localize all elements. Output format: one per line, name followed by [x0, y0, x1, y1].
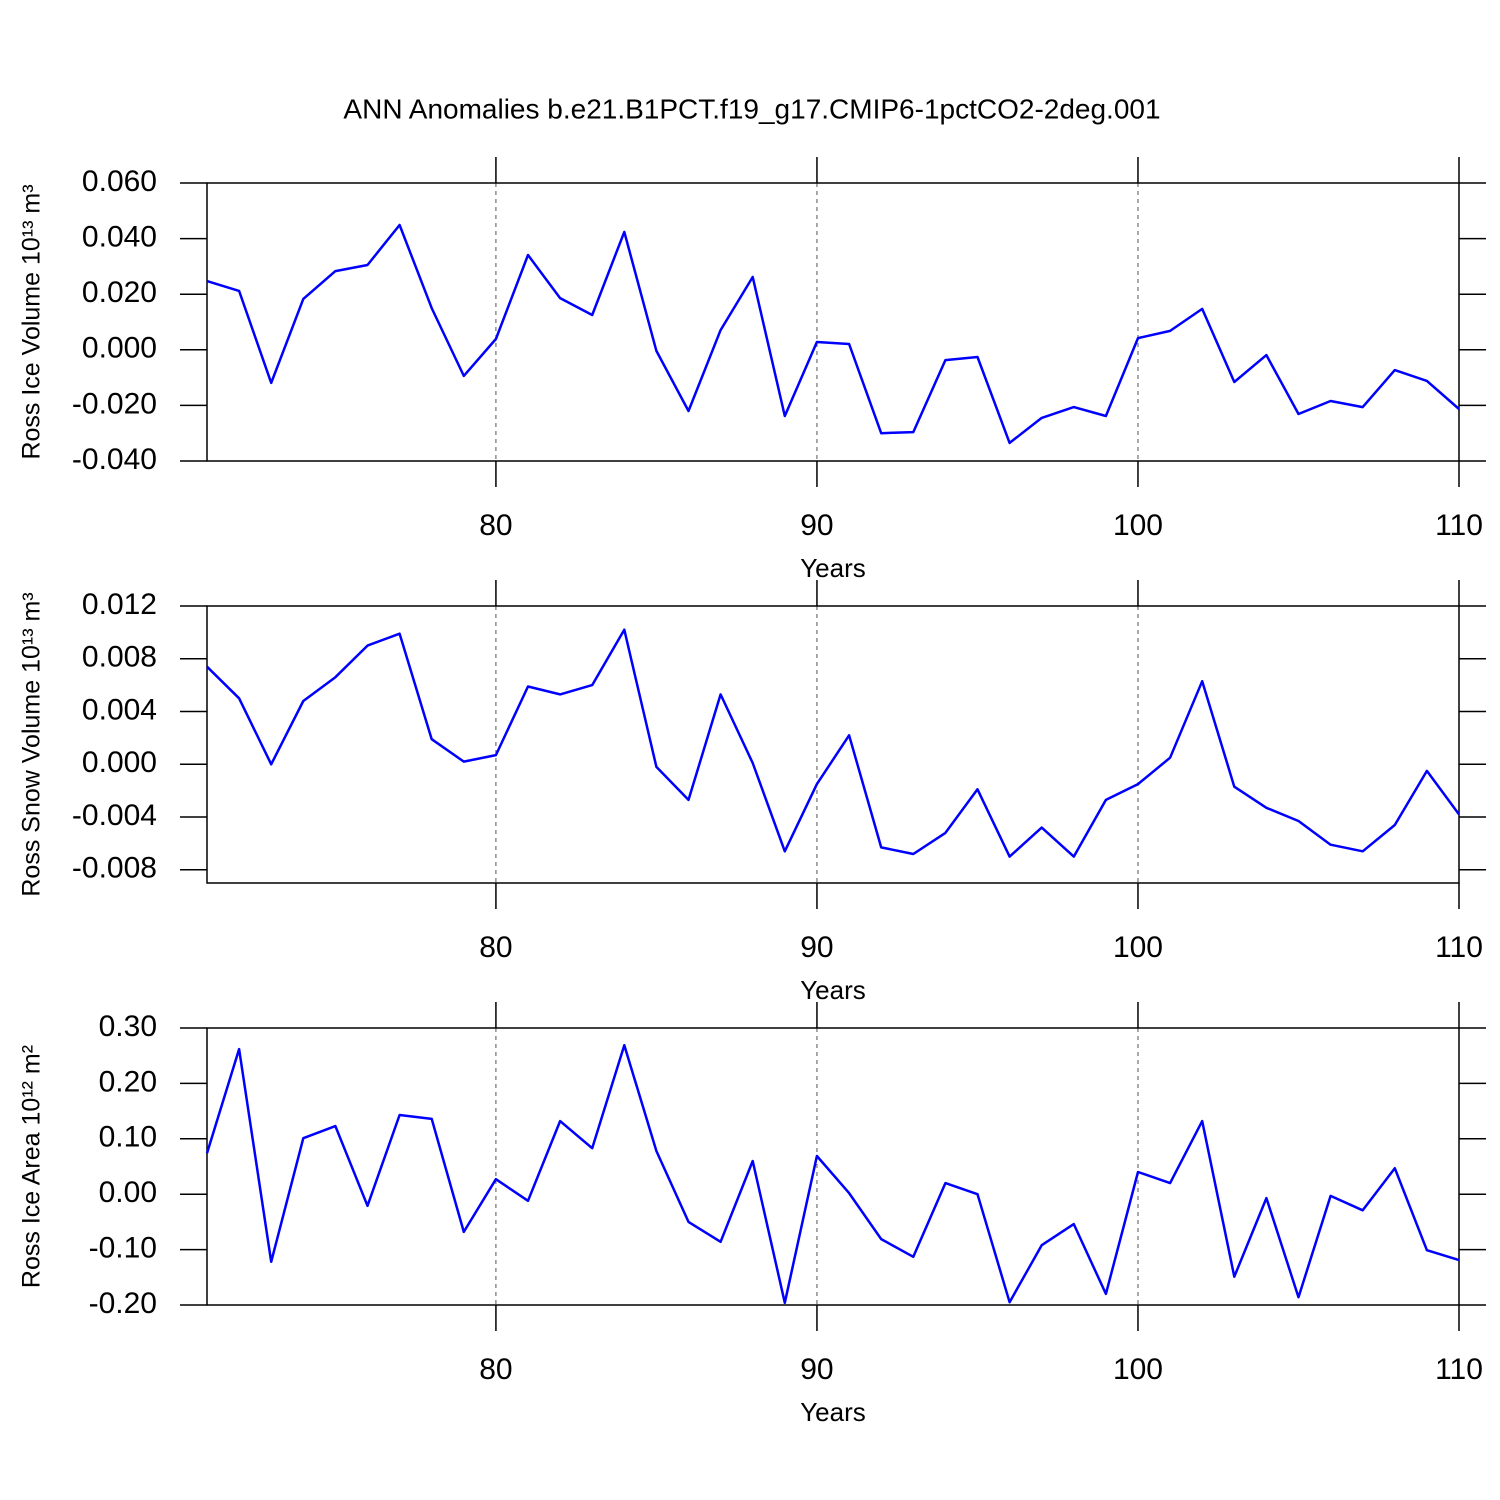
y-tick-label: -0.20	[89, 1287, 157, 1320]
y-tick-label: -0.004	[72, 799, 157, 832]
y-tick-label: 0.10	[99, 1121, 157, 1154]
y-tick-label: 0.020	[82, 276, 157, 309]
x-axis-label: Years	[800, 553, 866, 583]
x-tick-label: 80	[479, 1353, 512, 1386]
y-tick-label: 0.000	[82, 332, 157, 365]
y-tick-label: 0.20	[99, 1065, 157, 1098]
y-tick-label: 0.040	[82, 221, 157, 254]
y-tick-label: 0.000	[82, 746, 157, 779]
x-tick-label: 90	[800, 931, 833, 964]
x-tick-label: 110	[1435, 931, 1483, 964]
x-tick-label: 90	[800, 1353, 833, 1386]
y-tick-label: 0.004	[82, 693, 157, 726]
y-tick-label: -0.040	[72, 443, 157, 476]
y-tick-label: 0.30	[99, 1010, 157, 1043]
y-axis-label: Ross Ice Volume 10¹³ m³	[18, 184, 46, 459]
y-tick-label: 0.060	[82, 165, 157, 198]
x-tick-label: 90	[800, 509, 833, 542]
x-tick-label: 80	[479, 509, 512, 542]
x-axis-label: Years	[800, 975, 866, 1005]
x-tick-label: 100	[1113, 509, 1163, 542]
y-tick-label: -0.10	[89, 1232, 157, 1265]
y-tick-label: 0.012	[82, 588, 157, 621]
x-tick-label: 110	[1435, 509, 1483, 542]
plot-frame	[206, 1027, 1460, 1306]
y-tick-label: -0.020	[72, 387, 157, 420]
x-tick-label: 100	[1113, 931, 1163, 964]
data-line	[206, 628, 1461, 858]
y-tick-label: -0.008	[72, 852, 157, 885]
chart-title: ANN Anomalies b.e21.B1PCT.f19_g17.CMIP6-…	[343, 93, 1160, 124]
y-tick-label: 0.00	[99, 1176, 157, 1209]
x-tick-label: 100	[1113, 1353, 1163, 1386]
data-line	[206, 223, 1460, 445]
plot-frame	[206, 605, 1460, 884]
y-axis-label: Ross Ice Area 10¹² m²	[18, 1045, 46, 1288]
x-axis-label: Years	[800, 1397, 866, 1427]
y-axis-label: Ross Snow Volume 10¹³ m³	[18, 592, 46, 896]
y-tick-label: 0.008	[82, 641, 157, 674]
x-tick-label: 80	[479, 931, 512, 964]
x-tick-label: 110	[1435, 1353, 1483, 1386]
data-line	[205, 1043, 1460, 1305]
plot-frame	[206, 182, 1460, 462]
